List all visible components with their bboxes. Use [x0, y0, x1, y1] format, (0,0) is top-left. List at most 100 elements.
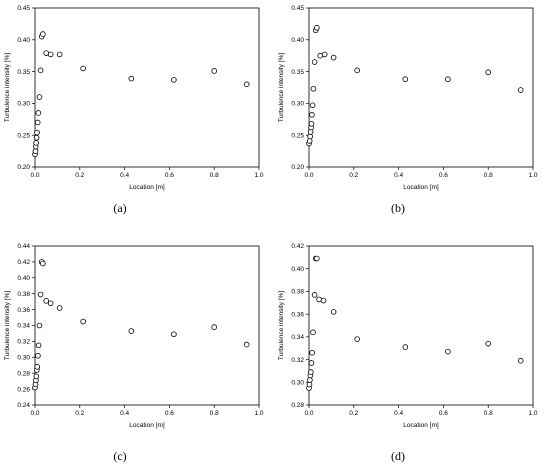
plot-frame	[308, 7, 534, 168]
y-tick-label: 0.30	[17, 101, 30, 108]
x-axis-title: Location [m]	[403, 422, 439, 429]
x-tick-label: 0.2	[75, 410, 84, 417]
data-point	[40, 260, 46, 267]
y-tick-label: 0.32	[17, 339, 30, 346]
data-point	[43, 50, 49, 56]
x-tick-label: 0.4	[120, 410, 129, 417]
data-point	[306, 381, 313, 388]
y-tick-label: 0.45	[17, 5, 30, 12]
y-tick-label: 0.40	[17, 275, 30, 282]
y-tick-label: 0.26	[17, 386, 30, 393]
data-point	[37, 67, 44, 74]
y-tick-label: 0.44	[17, 243, 30, 250]
data-point	[47, 51, 54, 58]
data-point	[35, 342, 42, 349]
x-axis-title: Location [m]	[129, 184, 165, 191]
data-point	[243, 81, 250, 88]
plot-frame	[308, 245, 534, 406]
data-point	[307, 133, 313, 140]
panel-label: (c)	[113, 449, 126, 463]
x-tick-label: 0.6	[165, 172, 174, 179]
data-point	[56, 51, 63, 58]
data-point	[517, 87, 524, 93]
data-point	[402, 344, 409, 350]
data-point	[445, 348, 451, 355]
y-tick-label: 0.25	[291, 132, 304, 139]
data-point	[171, 77, 177, 83]
data-point	[317, 52, 324, 59]
data-point	[128, 328, 135, 334]
data-point	[40, 31, 46, 37]
y-tick-label: 0.38	[291, 289, 304, 296]
data-point	[56, 305, 63, 311]
data-point	[36, 94, 43, 100]
data-point	[80, 318, 86, 325]
data-point	[321, 51, 328, 58]
y-tick-label: 0.36	[291, 311, 304, 318]
x-tick-label: 0.0	[30, 410, 39, 417]
y-tick-label: 0.35	[291, 69, 304, 76]
y-axis-title: Turbulence intensity [%]	[4, 53, 11, 122]
x-tick-label: 0.4	[394, 172, 403, 179]
y-tick-label: 0.40	[17, 37, 30, 44]
data-point	[485, 69, 492, 76]
data-point	[307, 377, 313, 383]
y-tick-label: 0.20	[291, 164, 304, 171]
data-point	[243, 341, 250, 348]
data-point	[33, 140, 39, 146]
y-tick-label: 0.30	[17, 355, 30, 362]
data-point	[402, 76, 409, 83]
y-tick-label: 0.42	[291, 243, 304, 250]
data-point	[316, 296, 322, 303]
y-tick-label: 0.20	[17, 164, 30, 171]
y-tick-label: 0.40	[291, 266, 304, 273]
data-point	[310, 329, 316, 336]
data-point	[330, 309, 337, 315]
y-tick-label: 0.28	[291, 402, 304, 409]
data-point	[309, 102, 316, 109]
x-tick-label: 1.0	[254, 410, 263, 417]
x-tick-label: 0.4	[120, 172, 129, 179]
y-tick-label: 0.30	[291, 379, 304, 386]
data-point	[445, 76, 451, 83]
x-tick-label: 0.8	[210, 172, 219, 179]
data-point	[80, 65, 86, 72]
y-tick-label: 0.45	[291, 5, 304, 12]
x-tick-label: 0.6	[439, 410, 448, 417]
x-tick-label: 1.0	[528, 172, 537, 179]
data-point	[330, 54, 337, 61]
x-tick-label: 0.8	[484, 410, 493, 417]
data-point	[34, 364, 41, 370]
data-point	[308, 120, 315, 127]
x-tick-label: 0.8	[484, 172, 493, 179]
x-tick-label: 0.6	[439, 172, 448, 179]
data-point	[485, 340, 492, 347]
x-tick-label: 1.0	[528, 410, 537, 417]
x-tick-label: 0.2	[349, 410, 358, 417]
y-tick-label: 0.34	[291, 334, 304, 341]
data-point	[311, 59, 318, 65]
x-tick-label: 0.0	[30, 172, 39, 179]
plot-frame	[34, 245, 260, 406]
x-tick-label: 0.4	[394, 410, 403, 417]
x-tick-label: 0.0	[304, 172, 313, 179]
data-point	[35, 352, 41, 359]
panel-label: (a)	[113, 201, 126, 215]
data-point	[35, 110, 42, 116]
y-tick-label: 0.28	[17, 370, 30, 377]
data-point	[171, 331, 177, 338]
y-tick-label: 0.38	[17, 291, 30, 298]
y-tick-label: 0.32	[291, 357, 304, 364]
data-point	[314, 255, 320, 262]
x-tick-label: 0.6	[165, 410, 174, 417]
data-point	[34, 119, 41, 126]
y-tick-label: 0.36	[17, 307, 30, 314]
y-tick-label: 0.40	[291, 37, 304, 44]
y-tick-label: 0.24	[17, 402, 30, 409]
data-point	[128, 75, 135, 82]
x-tick-label: 0.2	[75, 172, 84, 179]
x-tick-label: 0.0	[304, 410, 313, 417]
data-point	[307, 369, 314, 375]
data-point	[310, 85, 317, 92]
